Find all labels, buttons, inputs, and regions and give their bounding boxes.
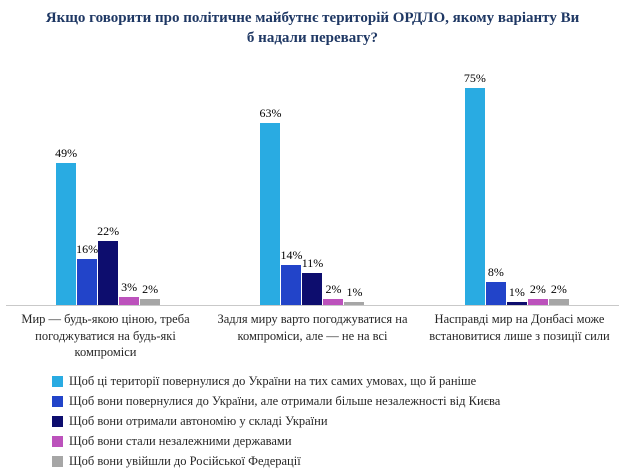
legend-label: Щоб ці території повернулися до України … (69, 374, 477, 388)
bar (302, 273, 323, 306)
value-label: 8% (487, 265, 504, 280)
legend-swatch (52, 396, 63, 407)
legend-swatch (52, 436, 63, 447)
bar (548, 299, 569, 306)
bar-column: 1% (506, 285, 527, 306)
bar (281, 264, 302, 306)
value-label: 3% (121, 279, 138, 294)
bar (98, 241, 119, 306)
bar-column: 63% (259, 105, 282, 306)
category-axis: Мир — будь-якою ціною, треба погоджувати… (2, 311, 623, 360)
legend-item: Щоб вони увійшли до Російської Федерації (52, 454, 625, 469)
value-label: 2% (529, 282, 546, 297)
legend-label: Щоб вони стали незалежними державами (69, 434, 292, 448)
legend-label: Щоб вони увійшли до Російської Федерації (69, 454, 301, 468)
bar (506, 302, 527, 306)
bar-column: 3% (119, 280, 140, 306)
value-label: 2% (325, 282, 342, 297)
bar (344, 302, 365, 306)
legend-item: Щоб вони отримали автономію у складі Укр… (52, 414, 625, 429)
bar-column: 14% (280, 247, 303, 306)
bar-column: 2% (140, 282, 161, 306)
value-label: 1% (346, 285, 363, 300)
legend-label: Щоб вони повернулися до України, але отр… (69, 394, 501, 408)
bar (140, 299, 161, 306)
value-label: 16% (76, 241, 99, 256)
legend-swatch (52, 376, 63, 387)
value-label: 1% (508, 285, 525, 300)
bar-column: 11% (301, 256, 324, 306)
bar-group: 49% 16% 22% 3% 2% (55, 146, 161, 306)
bar (56, 163, 77, 306)
legend: Щоб ці території повернулися до України … (52, 374, 625, 474)
value-label: 2% (550, 282, 567, 297)
bar-column: 8% (485, 265, 506, 306)
value-label: 63% (259, 105, 282, 120)
bar (527, 299, 548, 306)
legend-swatch (52, 416, 63, 427)
bar (260, 122, 281, 306)
bar-column: 2% (548, 282, 569, 306)
legend-item: Щоб ці території повернулися до України … (52, 374, 625, 389)
legend-item: Щоб вони стали незалежними державами (52, 434, 625, 449)
value-label: 11% (301, 256, 324, 271)
plot-area: 49% 16% 22% 3% 2% 63% 14% 11% 2% 1% 75% 8% 1% 2% 2% (6, 59, 619, 307)
legend-swatch (52, 456, 63, 467)
category-label: Задля миру варто погоджуватися на компро… (217, 312, 408, 343)
value-label: 75% (463, 70, 486, 85)
category-label: Насправді мир на Донбасі може встановити… (429, 312, 610, 343)
bar-column: 2% (323, 282, 344, 306)
bar-column: 16% (76, 241, 99, 306)
bar-column: 22% (97, 224, 120, 306)
bar-column: 49% (55, 146, 78, 306)
bar (77, 258, 98, 306)
value-label: 22% (97, 224, 120, 239)
value-label: 14% (280, 247, 303, 262)
bar-column: 75% (463, 70, 486, 306)
bar-group: 75% 8% 1% 2% 2% (464, 71, 569, 306)
bar-column: 1% (344, 285, 365, 306)
bar-column: 2% (527, 282, 548, 306)
legend-item: Щоб вони повернулися до України, але отр… (52, 394, 625, 409)
bar (485, 282, 506, 306)
legend-label: Щоб вони отримали автономію у складі Укр… (69, 414, 328, 428)
value-label: 49% (55, 146, 78, 161)
bar (323, 299, 344, 306)
chart-title: Якщо говорити про політичне майбутнє тер… (45, 10, 580, 47)
value-label: 2% (142, 282, 159, 297)
bar (464, 87, 485, 306)
bar (119, 296, 140, 306)
category-label: Мир — будь-якою ціною, треба погоджувати… (21, 312, 190, 359)
bar-group: 63% 14% 11% 2% 1% (259, 105, 365, 306)
